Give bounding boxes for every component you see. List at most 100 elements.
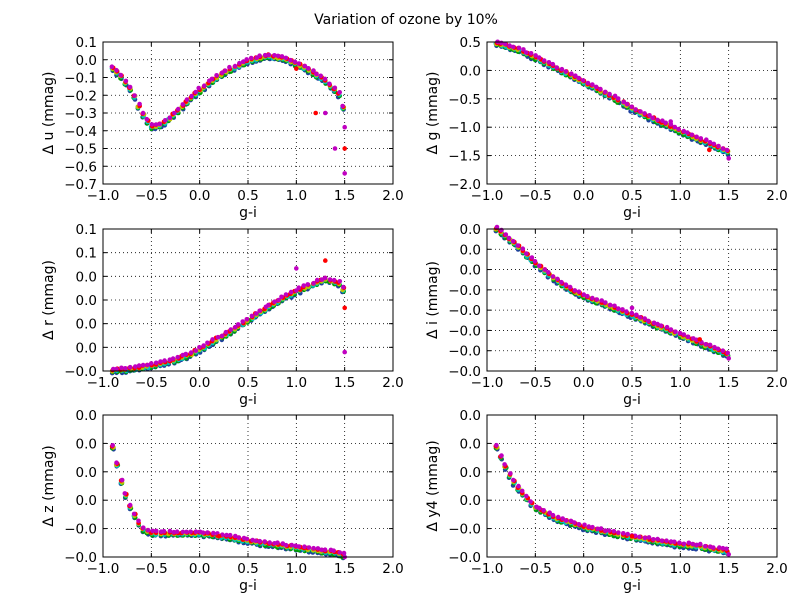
data-point: [322, 547, 328, 552]
y-tick-label: 0.0: [76, 317, 97, 333]
data-point: [279, 54, 285, 59]
y-axis-label: Δ r (mmag): [41, 260, 57, 340]
data-point: [677, 540, 682, 545]
data-point: [586, 524, 592, 529]
data-point: [546, 60, 552, 65]
y-tick-label: 0.0: [76, 465, 97, 481]
data-point: [582, 522, 587, 528]
data-point: [590, 524, 595, 530]
data-point: [272, 299, 277, 305]
data-point: [119, 477, 125, 483]
data-point: [276, 297, 282, 303]
data-point: [144, 116, 150, 122]
x-tick-label: 0.5: [237, 561, 258, 577]
y-tick-label: 0.1: [76, 222, 97, 238]
y-tick-label: −1.0: [448, 120, 481, 136]
data-point: [629, 104, 634, 110]
data-point: [322, 275, 328, 281]
data-point: [524, 251, 529, 256]
data-point: [533, 53, 538, 58]
data-point: [337, 90, 343, 95]
data-point: [685, 130, 690, 135]
data-point: [511, 477, 516, 483]
data-point: [612, 93, 618, 99]
x-tick-label: −1.0: [471, 561, 504, 577]
data-point: [232, 63, 238, 69]
data-point: [502, 462, 507, 467]
data-point: [499, 227, 504, 233]
data-point: [594, 297, 600, 302]
data-point: [157, 121, 163, 127]
y-tick-label: 0.0: [460, 493, 481, 509]
data-point: [541, 508, 546, 513]
data-point: [118, 72, 123, 78]
data-point: [658, 323, 664, 329]
data-point: [685, 334, 691, 340]
data-point: [301, 283, 307, 288]
x-tick-label: 1.5: [334, 375, 355, 391]
data-point: [560, 516, 565, 521]
data-point: [327, 81, 332, 87]
data-point: [227, 64, 232, 70]
x-tick-label: 0.0: [573, 561, 594, 577]
data-point: [704, 137, 709, 142]
data-point: [244, 317, 250, 322]
scatter-points: [109, 443, 348, 561]
data-point: [141, 525, 146, 530]
y-tick-label: 0.0: [76, 293, 97, 309]
data-point: [529, 255, 535, 260]
data-point: [655, 536, 660, 542]
data-point: [214, 73, 219, 78]
y-tick-label: 0.0: [76, 340, 97, 356]
y-tick-label: −0.4: [64, 124, 97, 140]
y-tick-label: −0.0: [64, 364, 97, 380]
data-point: [717, 545, 722, 550]
data-point: [127, 84, 133, 90]
data-point: [621, 531, 626, 536]
data-point: [664, 538, 669, 543]
data-point: [663, 120, 668, 126]
data-point: [175, 106, 181, 112]
data-point: [313, 110, 319, 116]
data-point: [228, 327, 234, 332]
x-tick-label: 1.0: [670, 375, 691, 391]
data-point: [114, 460, 119, 466]
data-point: [311, 545, 316, 551]
x-tick-label: 0.0: [573, 188, 594, 204]
data-point: [603, 528, 608, 533]
data-point: [136, 518, 141, 524]
x-tick-label: 1.0: [286, 561, 307, 577]
data-point: [520, 246, 526, 251]
data-point: [322, 76, 328, 82]
data-point: [690, 541, 695, 547]
data-point: [145, 527, 151, 533]
data-point: [216, 534, 222, 539]
data-point: [694, 542, 699, 548]
data-point: [236, 535, 242, 540]
scatter-points: [493, 39, 731, 161]
data-point: [342, 171, 348, 176]
scatter-points: [109, 52, 348, 176]
x-tick-label: 1.0: [286, 188, 307, 204]
x-tick-label: 1.5: [718, 561, 739, 577]
data-point: [184, 97, 190, 102]
data-point: [646, 318, 651, 324]
data-point: [244, 57, 249, 62]
data-point: [547, 510, 552, 515]
data-point: [137, 101, 142, 107]
data-point: [519, 488, 525, 494]
data-point: [606, 528, 612, 533]
x-tick-label: 0.5: [621, 561, 642, 577]
y-tick-label: 0.5: [460, 35, 481, 51]
data-point: [559, 66, 565, 72]
data-point: [550, 61, 556, 67]
data-point: [296, 61, 302, 66]
data-point: [122, 491, 128, 496]
data-point: [702, 543, 708, 549]
data-point: [541, 58, 547, 63]
data-point: [668, 327, 674, 332]
data-point: [114, 67, 119, 73]
data-point: [646, 535, 652, 540]
data-point: [580, 78, 586, 83]
data-point: [715, 346, 721, 352]
